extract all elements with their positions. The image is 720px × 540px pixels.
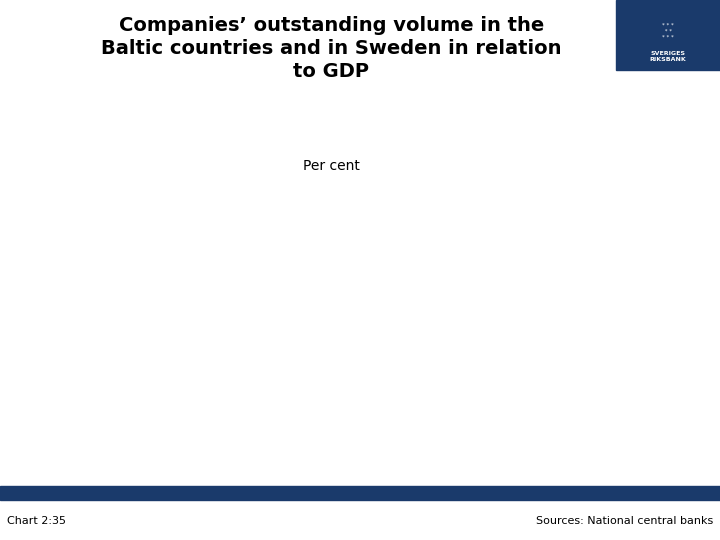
Text: * * *
 * *
* * *: * * * * * * * * (662, 23, 674, 40)
Text: Companies’ outstanding volume in the
Baltic countries and in Sweden in relation
: Companies’ outstanding volume in the Bal… (101, 16, 562, 80)
Bar (0, 486, 720, 500)
Text: Sources: National central banks: Sources: National central banks (536, 516, 713, 526)
Text: Chart 2:35: Chart 2:35 (7, 516, 66, 526)
Bar (616, 0, 720, 70)
Text: SVERIGES
RIKSBANK: SVERIGES RIKSBANK (649, 51, 686, 62)
Text: Per cent: Per cent (303, 159, 359, 173)
